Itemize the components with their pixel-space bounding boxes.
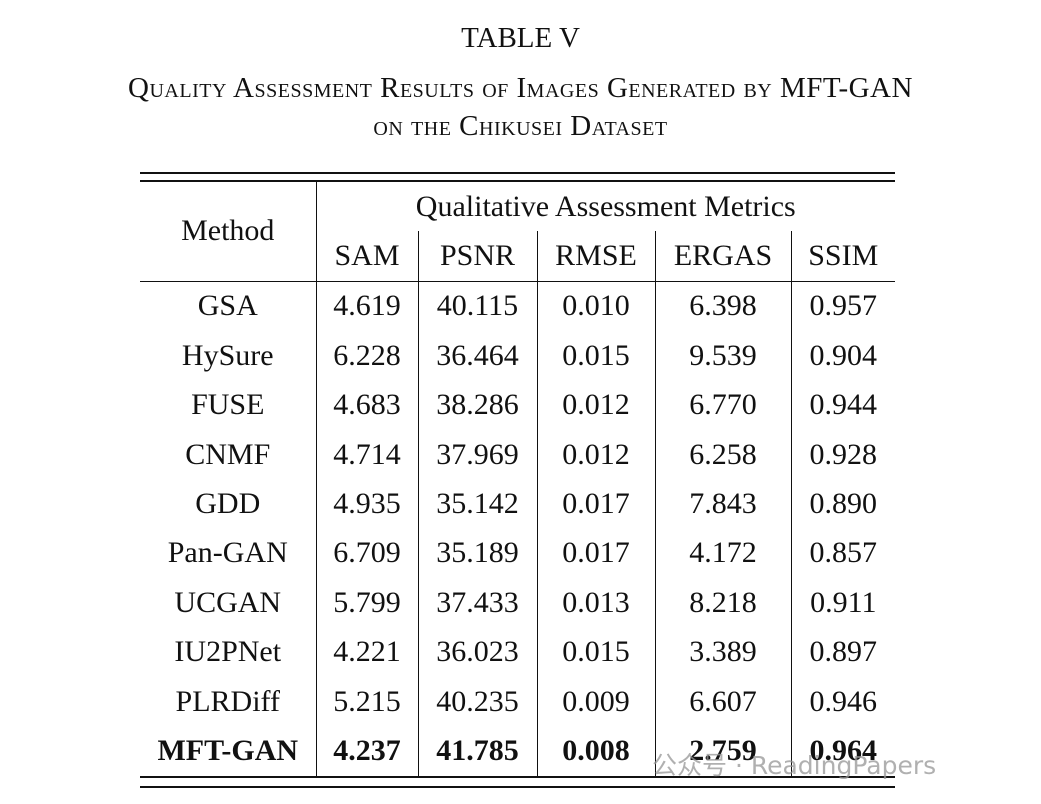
table-row: FUSE 4.683 38.286 0.012 6.770 0.944 bbox=[140, 380, 896, 430]
metric-cell: 0.015 bbox=[536, 627, 655, 677]
metric-cell: 6.228 bbox=[333, 338, 401, 372]
metric-cell: 4.714 bbox=[333, 437, 401, 471]
metric-cell: 0.890 bbox=[790, 479, 896, 529]
metric-cell: 38.286 bbox=[417, 380, 537, 430]
table-row: GDD 4.935 35.142 0.017 7.843 0.890 bbox=[140, 479, 896, 529]
metric-cell: 36.023 bbox=[417, 627, 537, 677]
table-row: UCGAN 5.799 37.433 0.013 8.218 0.911 bbox=[140, 578, 896, 628]
metric-cell: 4.619 bbox=[333, 289, 401, 323]
metric-cell: 41.785 bbox=[417, 726, 537, 777]
caption-line: Quality Assessment Results of Images Gen… bbox=[128, 72, 913, 104]
column-header-row: SAM PSNR RMSE ERGAS SSIM bbox=[140, 231, 896, 282]
metric-cell: 36.464 bbox=[417, 331, 537, 381]
metric-cell: 0.946 bbox=[790, 676, 896, 727]
metric-cell: 3.389 bbox=[654, 627, 791, 677]
table-body: Method Qualitative Assessment Metrics SA… bbox=[140, 181, 896, 777]
column-header: PSNR bbox=[417, 231, 537, 282]
method-cell: GSA bbox=[140, 281, 317, 332]
metric-cell: 37.969 bbox=[417, 429, 537, 480]
metric-cell: 0.904 bbox=[790, 331, 896, 381]
method-cell: GDD bbox=[140, 479, 317, 529]
method-cell: IU2PNet bbox=[140, 627, 317, 677]
metric-cell: 6.258 bbox=[654, 429, 791, 480]
table-row: MFT-GAN 4.237 41.785 0.008 2.759 0.964 bbox=[140, 726, 896, 777]
table-row: GSA 4.619 40.115 0.010 6.398 0.957 bbox=[140, 281, 896, 332]
metric-cell: 6.607 bbox=[654, 676, 791, 727]
header-row: Method Qualitative Assessment Metrics bbox=[140, 181, 895, 282]
table-row: IU2PNet 4.221 36.023 0.015 3.389 0.897 bbox=[140, 627, 896, 677]
metric-cell: 35.189 bbox=[417, 528, 537, 579]
metric-cell: 0.857 bbox=[790, 528, 896, 579]
table-row: Pan-GAN 6.709 35.189 0.017 4.172 0.857 bbox=[140, 528, 896, 579]
method-cell: HySure bbox=[140, 331, 317, 381]
metric-cell: 6.709 bbox=[333, 536, 401, 570]
metric-cell: 0.944 bbox=[790, 380, 896, 430]
metric-cell: 0.928 bbox=[790, 429, 896, 480]
metric-cell: 40.115 bbox=[417, 281, 537, 332]
metric-cell: 0.013 bbox=[536, 578, 655, 628]
group-header: Qualitative Assessment Metrics bbox=[415, 189, 796, 223]
metric-cell: 6.770 bbox=[654, 380, 791, 430]
bottom-rule bbox=[140, 786, 895, 788]
metric-cell: 6.398 bbox=[654, 281, 791, 332]
method-cell: Pan-GAN bbox=[140, 528, 317, 579]
metric-cell: 0.012 bbox=[536, 429, 655, 480]
method-cell: CNMF bbox=[140, 429, 317, 480]
metric-cell: 8.218 bbox=[654, 578, 791, 628]
metric-cell: 4.683 bbox=[333, 388, 401, 422]
metric-cell: 0.017 bbox=[536, 528, 655, 579]
metric-cell: 4.237 bbox=[333, 733, 401, 767]
metric-cell: 4.172 bbox=[654, 528, 791, 579]
metric-cell: 0.897 bbox=[790, 627, 896, 677]
metric-cell: 5.215 bbox=[333, 684, 401, 718]
metric-cell: 0.964 bbox=[790, 726, 896, 777]
metric-cell: 0.017 bbox=[536, 479, 655, 529]
metric-cell: 35.142 bbox=[417, 479, 537, 529]
watermark: 公众号 · ReadingPapers bbox=[652, 751, 937, 780]
metric-cell: 0.957 bbox=[790, 281, 896, 332]
caption-line: on the Chikusei Dataset bbox=[373, 110, 668, 142]
metric-cell: 9.539 bbox=[654, 331, 791, 381]
metric-cell: 0.009 bbox=[536, 676, 655, 727]
metric-cell: 4.221 bbox=[333, 635, 401, 669]
method-cell: MFT-GAN bbox=[140, 726, 317, 777]
metric-cell: 0.008 bbox=[536, 726, 655, 777]
metric-cell: 0.911 bbox=[790, 578, 896, 628]
method-header: Method bbox=[140, 181, 317, 282]
results-table: Method Qualitative Assessment Metrics SA… bbox=[140, 180, 896, 778]
column-header: ERGAS bbox=[654, 231, 791, 282]
method-cell: FUSE bbox=[140, 380, 317, 430]
metric-cell: 4.935 bbox=[333, 487, 401, 521]
metric-cell: 7.843 bbox=[654, 479, 791, 529]
table-title: TABLE V bbox=[461, 22, 580, 54]
table-row: CNMF 4.714 37.969 0.012 6.258 0.928 bbox=[140, 429, 896, 480]
metric-cell: 5.799 bbox=[333, 585, 401, 619]
metric-cell: 37.433 bbox=[417, 578, 537, 628]
top-rule bbox=[140, 172, 895, 174]
metric-cell: 0.015 bbox=[536, 331, 655, 381]
column-header: SAM bbox=[316, 231, 418, 282]
table-row: PLRDiff 5.215 40.235 0.009 6.607 0.946 bbox=[140, 676, 896, 727]
column-header: SSIM bbox=[790, 231, 896, 282]
method-cell: UCGAN bbox=[140, 578, 317, 628]
metric-cell: 2.759 bbox=[654, 726, 791, 777]
metric-cell: 40.235 bbox=[417, 676, 537, 727]
metric-cell: 0.010 bbox=[536, 281, 655, 332]
column-header: RMSE bbox=[536, 231, 655, 282]
method-cell: PLRDiff bbox=[140, 676, 317, 727]
metric-cell: 0.012 bbox=[536, 380, 655, 430]
table-row: HySure 6.228 36.464 0.015 9.539 0.904 bbox=[140, 331, 896, 381]
